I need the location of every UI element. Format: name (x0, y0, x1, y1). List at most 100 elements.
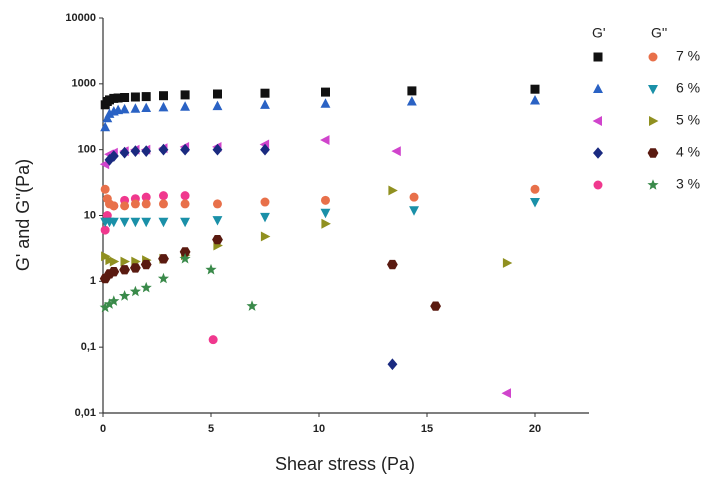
point (130, 263, 141, 273)
point (158, 199, 168, 209)
point (99, 301, 111, 313)
point (158, 217, 169, 228)
point (141, 92, 151, 102)
point (104, 108, 115, 118)
x-tick-label: 5 (208, 423, 214, 435)
point (501, 388, 511, 399)
point (180, 217, 190, 228)
point (119, 290, 131, 301)
point (158, 254, 169, 264)
point (260, 88, 270, 98)
point (158, 101, 169, 112)
point (208, 335, 218, 345)
point (108, 217, 119, 228)
point (205, 263, 217, 275)
point (246, 300, 258, 311)
point (180, 90, 190, 100)
point (180, 199, 190, 209)
point (108, 150, 119, 162)
y-tick-label: 100 (78, 144, 96, 156)
point (130, 103, 141, 113)
point (387, 358, 398, 371)
point (321, 218, 331, 229)
point (260, 99, 270, 109)
point (387, 259, 398, 270)
point (120, 256, 130, 267)
legend-symbol (647, 179, 659, 190)
legend-symbol (649, 116, 659, 126)
point (120, 201, 130, 211)
point (260, 143, 270, 156)
point (320, 98, 331, 108)
point (100, 225, 110, 235)
point (180, 101, 190, 111)
point (119, 103, 130, 114)
legend-symbol (593, 83, 603, 93)
x-tick-label: 10 (313, 423, 325, 435)
point (158, 143, 169, 156)
y-axis-label: G' and G''(Pa) (13, 159, 33, 271)
y-tick-label: 1 (90, 275, 96, 287)
point (141, 192, 151, 202)
point (179, 247, 191, 257)
legend-label: 3 % (676, 176, 700, 192)
point (212, 143, 223, 156)
point (159, 91, 168, 101)
point (158, 191, 168, 201)
y-tick-label: 10 (84, 209, 96, 221)
point (119, 217, 130, 228)
point (130, 92, 140, 102)
point (103, 298, 115, 309)
point (102, 211, 112, 220)
point (320, 135, 330, 145)
point (100, 121, 111, 132)
point (180, 143, 190, 156)
point (213, 89, 222, 99)
point (108, 295, 120, 306)
x-tick-label: 15 (421, 423, 433, 435)
point (320, 195, 330, 205)
point (130, 199, 140, 209)
point (530, 84, 540, 94)
point (108, 267, 120, 277)
point (260, 197, 270, 207)
point (141, 145, 152, 157)
legend-symbol (647, 148, 659, 158)
point (140, 259, 152, 270)
x-tick-label: 0 (100, 423, 106, 435)
y-tick-label: 0,01 (75, 407, 96, 419)
legend-symbol (648, 52, 658, 62)
point (530, 184, 540, 194)
point (260, 231, 271, 242)
point (109, 201, 119, 211)
legend-symbol (593, 52, 603, 62)
y-tick-label: 1000 (72, 78, 96, 90)
point (109, 256, 120, 267)
point (212, 216, 223, 226)
legend-symbol (593, 147, 603, 159)
point (119, 265, 130, 275)
point (212, 199, 222, 209)
legend-label: 5 % (676, 112, 700, 128)
y-tick-label: 0,1 (81, 341, 96, 353)
point (407, 86, 417, 96)
legend-header: G' (592, 25, 606, 41)
point (502, 258, 513, 268)
point (260, 212, 270, 223)
legend-header: G'' (651, 25, 667, 41)
point (179, 252, 191, 264)
point (141, 217, 152, 228)
point (120, 93, 130, 102)
point (409, 192, 419, 202)
legend-label: 7 % (676, 48, 700, 64)
x-tick-label: 20 (529, 423, 541, 435)
point (100, 184, 110, 194)
point (320, 208, 331, 219)
point (430, 301, 441, 311)
point (119, 146, 130, 159)
point (391, 146, 401, 157)
point (406, 96, 417, 106)
y-tick-label: 10000 (65, 12, 96, 24)
legend-symbol (592, 116, 602, 126)
point (141, 199, 151, 209)
